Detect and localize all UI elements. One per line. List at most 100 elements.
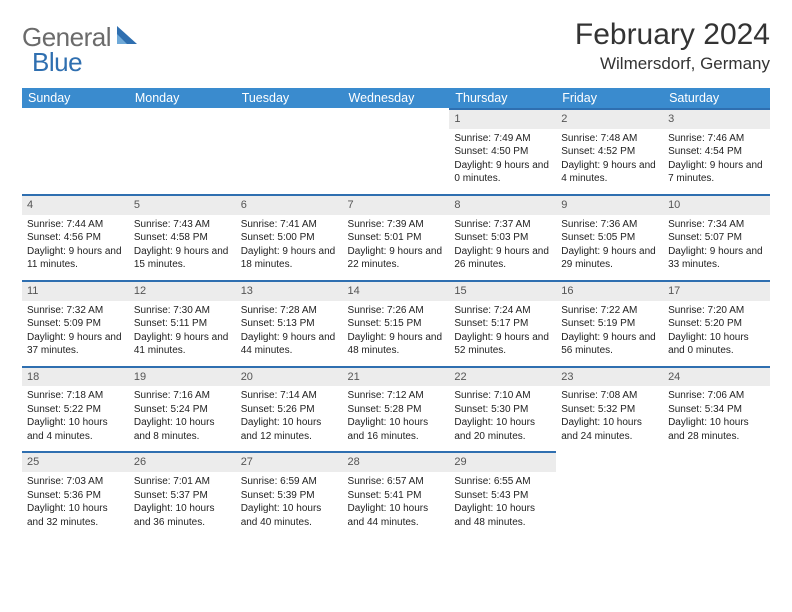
day-number: 22: [449, 366, 556, 387]
calendar-cell: 4Sunrise: 7:44 AMSunset: 4:56 PMDaylight…: [22, 194, 129, 280]
sunrise-text: Sunrise: 7:49 AM: [454, 132, 551, 146]
day-body: Sunrise: 7:03 AMSunset: 5:36 PMDaylight:…: [22, 472, 129, 537]
day-body: Sunrise: 7:43 AMSunset: 4:58 PMDaylight:…: [129, 215, 236, 280]
sunset-text: Sunset: 5:15 PM: [348, 317, 445, 331]
sunrise-text: Sunrise: 7:14 AM: [241, 389, 338, 403]
day-body: Sunrise: 7:37 AMSunset: 5:03 PMDaylight:…: [449, 215, 556, 280]
daylight-text: Daylight: 9 hours and 18 minutes.: [241, 245, 338, 272]
sunrise-text: Sunrise: 7:24 AM: [454, 304, 551, 318]
calendar-cell: 15Sunrise: 7:24 AMSunset: 5:17 PMDayligh…: [449, 280, 556, 366]
calendar-cell: 20Sunrise: 7:14 AMSunset: 5:26 PMDayligh…: [236, 366, 343, 452]
daylight-text: Daylight: 10 hours and 28 minutes.: [668, 416, 765, 443]
sunrise-text: Sunrise: 7:18 AM: [27, 389, 124, 403]
daylight-text: Daylight: 9 hours and 26 minutes.: [454, 245, 551, 272]
sunrise-text: Sunrise: 7:36 AM: [561, 218, 658, 232]
sunset-text: Sunset: 4:52 PM: [561, 145, 658, 159]
daylight-text: Daylight: 9 hours and 56 minutes.: [561, 331, 658, 358]
calendar-cell: 17Sunrise: 7:20 AMSunset: 5:20 PMDayligh…: [663, 280, 770, 366]
day-number: 10: [663, 194, 770, 215]
calendar-cell: 3Sunrise: 7:46 AMSunset: 4:54 PMDaylight…: [663, 108, 770, 194]
day-body: Sunrise: 6:59 AMSunset: 5:39 PMDaylight:…: [236, 472, 343, 537]
calendar-cell: 18Sunrise: 7:18 AMSunset: 5:22 PMDayligh…: [22, 366, 129, 452]
weekday-header: Friday: [556, 88, 663, 108]
sunrise-text: Sunrise: 7:41 AM: [241, 218, 338, 232]
day-body: Sunrise: 7:41 AMSunset: 5:00 PMDaylight:…: [236, 215, 343, 280]
calendar-cell: 13Sunrise: 7:28 AMSunset: 5:13 PMDayligh…: [236, 280, 343, 366]
calendar-cell: 11Sunrise: 7:32 AMSunset: 5:09 PMDayligh…: [22, 280, 129, 366]
day-number: 24: [663, 366, 770, 387]
sunrise-text: Sunrise: 7:20 AM: [668, 304, 765, 318]
sunset-text: Sunset: 5:26 PM: [241, 403, 338, 417]
sunset-text: Sunset: 5:20 PM: [668, 317, 765, 331]
daylight-text: Daylight: 9 hours and 4 minutes.: [561, 159, 658, 186]
sunset-text: Sunset: 5:09 PM: [27, 317, 124, 331]
sunset-text: Sunset: 5:41 PM: [348, 489, 445, 503]
sunset-text: Sunset: 5:28 PM: [348, 403, 445, 417]
calendar-cell: 26Sunrise: 7:01 AMSunset: 5:37 PMDayligh…: [129, 451, 236, 537]
day-body: Sunrise: 6:55 AMSunset: 5:43 PMDaylight:…: [449, 472, 556, 537]
day-body: Sunrise: 7:39 AMSunset: 5:01 PMDaylight:…: [343, 215, 450, 280]
daylight-text: Daylight: 9 hours and 0 minutes.: [454, 159, 551, 186]
day-body: Sunrise: 7:34 AMSunset: 5:07 PMDaylight:…: [663, 215, 770, 280]
day-body: Sunrise: 7:06 AMSunset: 5:34 PMDaylight:…: [663, 386, 770, 451]
sunrise-text: Sunrise: 7:12 AM: [348, 389, 445, 403]
day-number: 11: [22, 280, 129, 301]
day-number: 8: [449, 194, 556, 215]
calendar-cell: [556, 451, 663, 537]
daylight-text: Daylight: 10 hours and 36 minutes.: [134, 502, 231, 529]
sunset-text: Sunset: 4:50 PM: [454, 145, 551, 159]
calendar-cell: 27Sunrise: 6:59 AMSunset: 5:39 PMDayligh…: [236, 451, 343, 537]
sunrise-text: Sunrise: 7:39 AM: [348, 218, 445, 232]
daylight-text: Daylight: 9 hours and 48 minutes.: [348, 331, 445, 358]
day-number: 13: [236, 280, 343, 301]
sunset-text: Sunset: 4:58 PM: [134, 231, 231, 245]
sunrise-text: Sunrise: 7:34 AM: [668, 218, 765, 232]
calendar-cell: [129, 108, 236, 194]
day-body: Sunrise: 7:18 AMSunset: 5:22 PMDaylight:…: [22, 386, 129, 451]
calendar-cell: [22, 108, 129, 194]
sunrise-text: Sunrise: 7:43 AM: [134, 218, 231, 232]
location: Wilmersdorf, Germany: [575, 54, 770, 74]
daylight-text: Daylight: 9 hours and 11 minutes.: [27, 245, 124, 272]
sunrise-text: Sunrise: 6:55 AM: [454, 475, 551, 489]
day-number: 29: [449, 451, 556, 472]
sunrise-text: Sunrise: 7:03 AM: [27, 475, 124, 489]
calendar-cell: 16Sunrise: 7:22 AMSunset: 5:19 PMDayligh…: [556, 280, 663, 366]
day-number: 19: [129, 366, 236, 387]
logo-sail-icon: [115, 24, 141, 51]
day-body: Sunrise: 7:14 AMSunset: 5:26 PMDaylight:…: [236, 386, 343, 451]
day-number: 15: [449, 280, 556, 301]
sunset-text: Sunset: 5:37 PM: [134, 489, 231, 503]
day-body: Sunrise: 7:32 AMSunset: 5:09 PMDaylight:…: [22, 301, 129, 366]
calendar-cell: 14Sunrise: 7:26 AMSunset: 5:15 PMDayligh…: [343, 280, 450, 366]
calendar-cell: 29Sunrise: 6:55 AMSunset: 5:43 PMDayligh…: [449, 451, 556, 537]
day-body: Sunrise: 7:48 AMSunset: 4:52 PMDaylight:…: [556, 129, 663, 194]
calendar-cell: 21Sunrise: 7:12 AMSunset: 5:28 PMDayligh…: [343, 366, 450, 452]
month-title: February 2024: [575, 18, 770, 52]
calendar-cell: 25Sunrise: 7:03 AMSunset: 5:36 PMDayligh…: [22, 451, 129, 537]
sunrise-text: Sunrise: 7:01 AM: [134, 475, 231, 489]
daylight-text: Daylight: 9 hours and 37 minutes.: [27, 331, 124, 358]
sunset-text: Sunset: 5:00 PM: [241, 231, 338, 245]
day-number: 16: [556, 280, 663, 301]
sunset-text: Sunset: 5:34 PM: [668, 403, 765, 417]
sunset-text: Sunset: 5:05 PM: [561, 231, 658, 245]
weekday-header: Monday: [129, 88, 236, 108]
sunrise-text: Sunrise: 7:16 AM: [134, 389, 231, 403]
sunset-text: Sunset: 4:54 PM: [668, 145, 765, 159]
calendar-cell: 2Sunrise: 7:48 AMSunset: 4:52 PMDaylight…: [556, 108, 663, 194]
calendar-cell: 22Sunrise: 7:10 AMSunset: 5:30 PMDayligh…: [449, 366, 556, 452]
sunset-text: Sunset: 5:01 PM: [348, 231, 445, 245]
day-number: 25: [22, 451, 129, 472]
daylight-text: Daylight: 10 hours and 24 minutes.: [561, 416, 658, 443]
day-body: Sunrise: 7:44 AMSunset: 4:56 PMDaylight:…: [22, 215, 129, 280]
calendar-cell: [663, 451, 770, 537]
daylight-text: Daylight: 10 hours and 4 minutes.: [27, 416, 124, 443]
calendar-cell: 19Sunrise: 7:16 AMSunset: 5:24 PMDayligh…: [129, 366, 236, 452]
sunrise-text: Sunrise: 7:30 AM: [134, 304, 231, 318]
day-number: 12: [129, 280, 236, 301]
logo-text-blue: Blue: [32, 47, 82, 78]
day-number: 20: [236, 366, 343, 387]
sunrise-text: Sunrise: 7:37 AM: [454, 218, 551, 232]
calendar-cell: 23Sunrise: 7:08 AMSunset: 5:32 PMDayligh…: [556, 366, 663, 452]
